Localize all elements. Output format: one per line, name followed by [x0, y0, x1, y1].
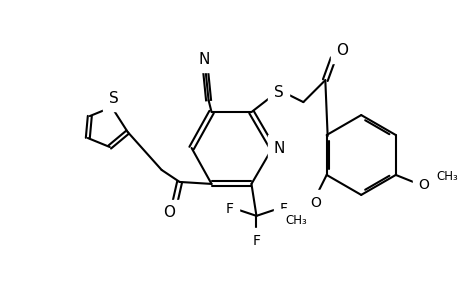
- Text: CH₃: CH₃: [285, 214, 307, 227]
- Text: S: S: [273, 85, 283, 100]
- Text: O: O: [162, 206, 174, 220]
- Text: CH₃: CH₃: [436, 170, 458, 183]
- Text: F: F: [252, 234, 260, 248]
- Text: N: N: [273, 140, 285, 155]
- Text: F: F: [225, 202, 233, 216]
- Text: O: O: [417, 178, 428, 192]
- Text: O: O: [309, 196, 320, 210]
- Text: O: O: [336, 43, 347, 58]
- Text: F: F: [279, 202, 287, 216]
- Text: S: S: [109, 91, 118, 106]
- Text: N: N: [198, 52, 210, 67]
